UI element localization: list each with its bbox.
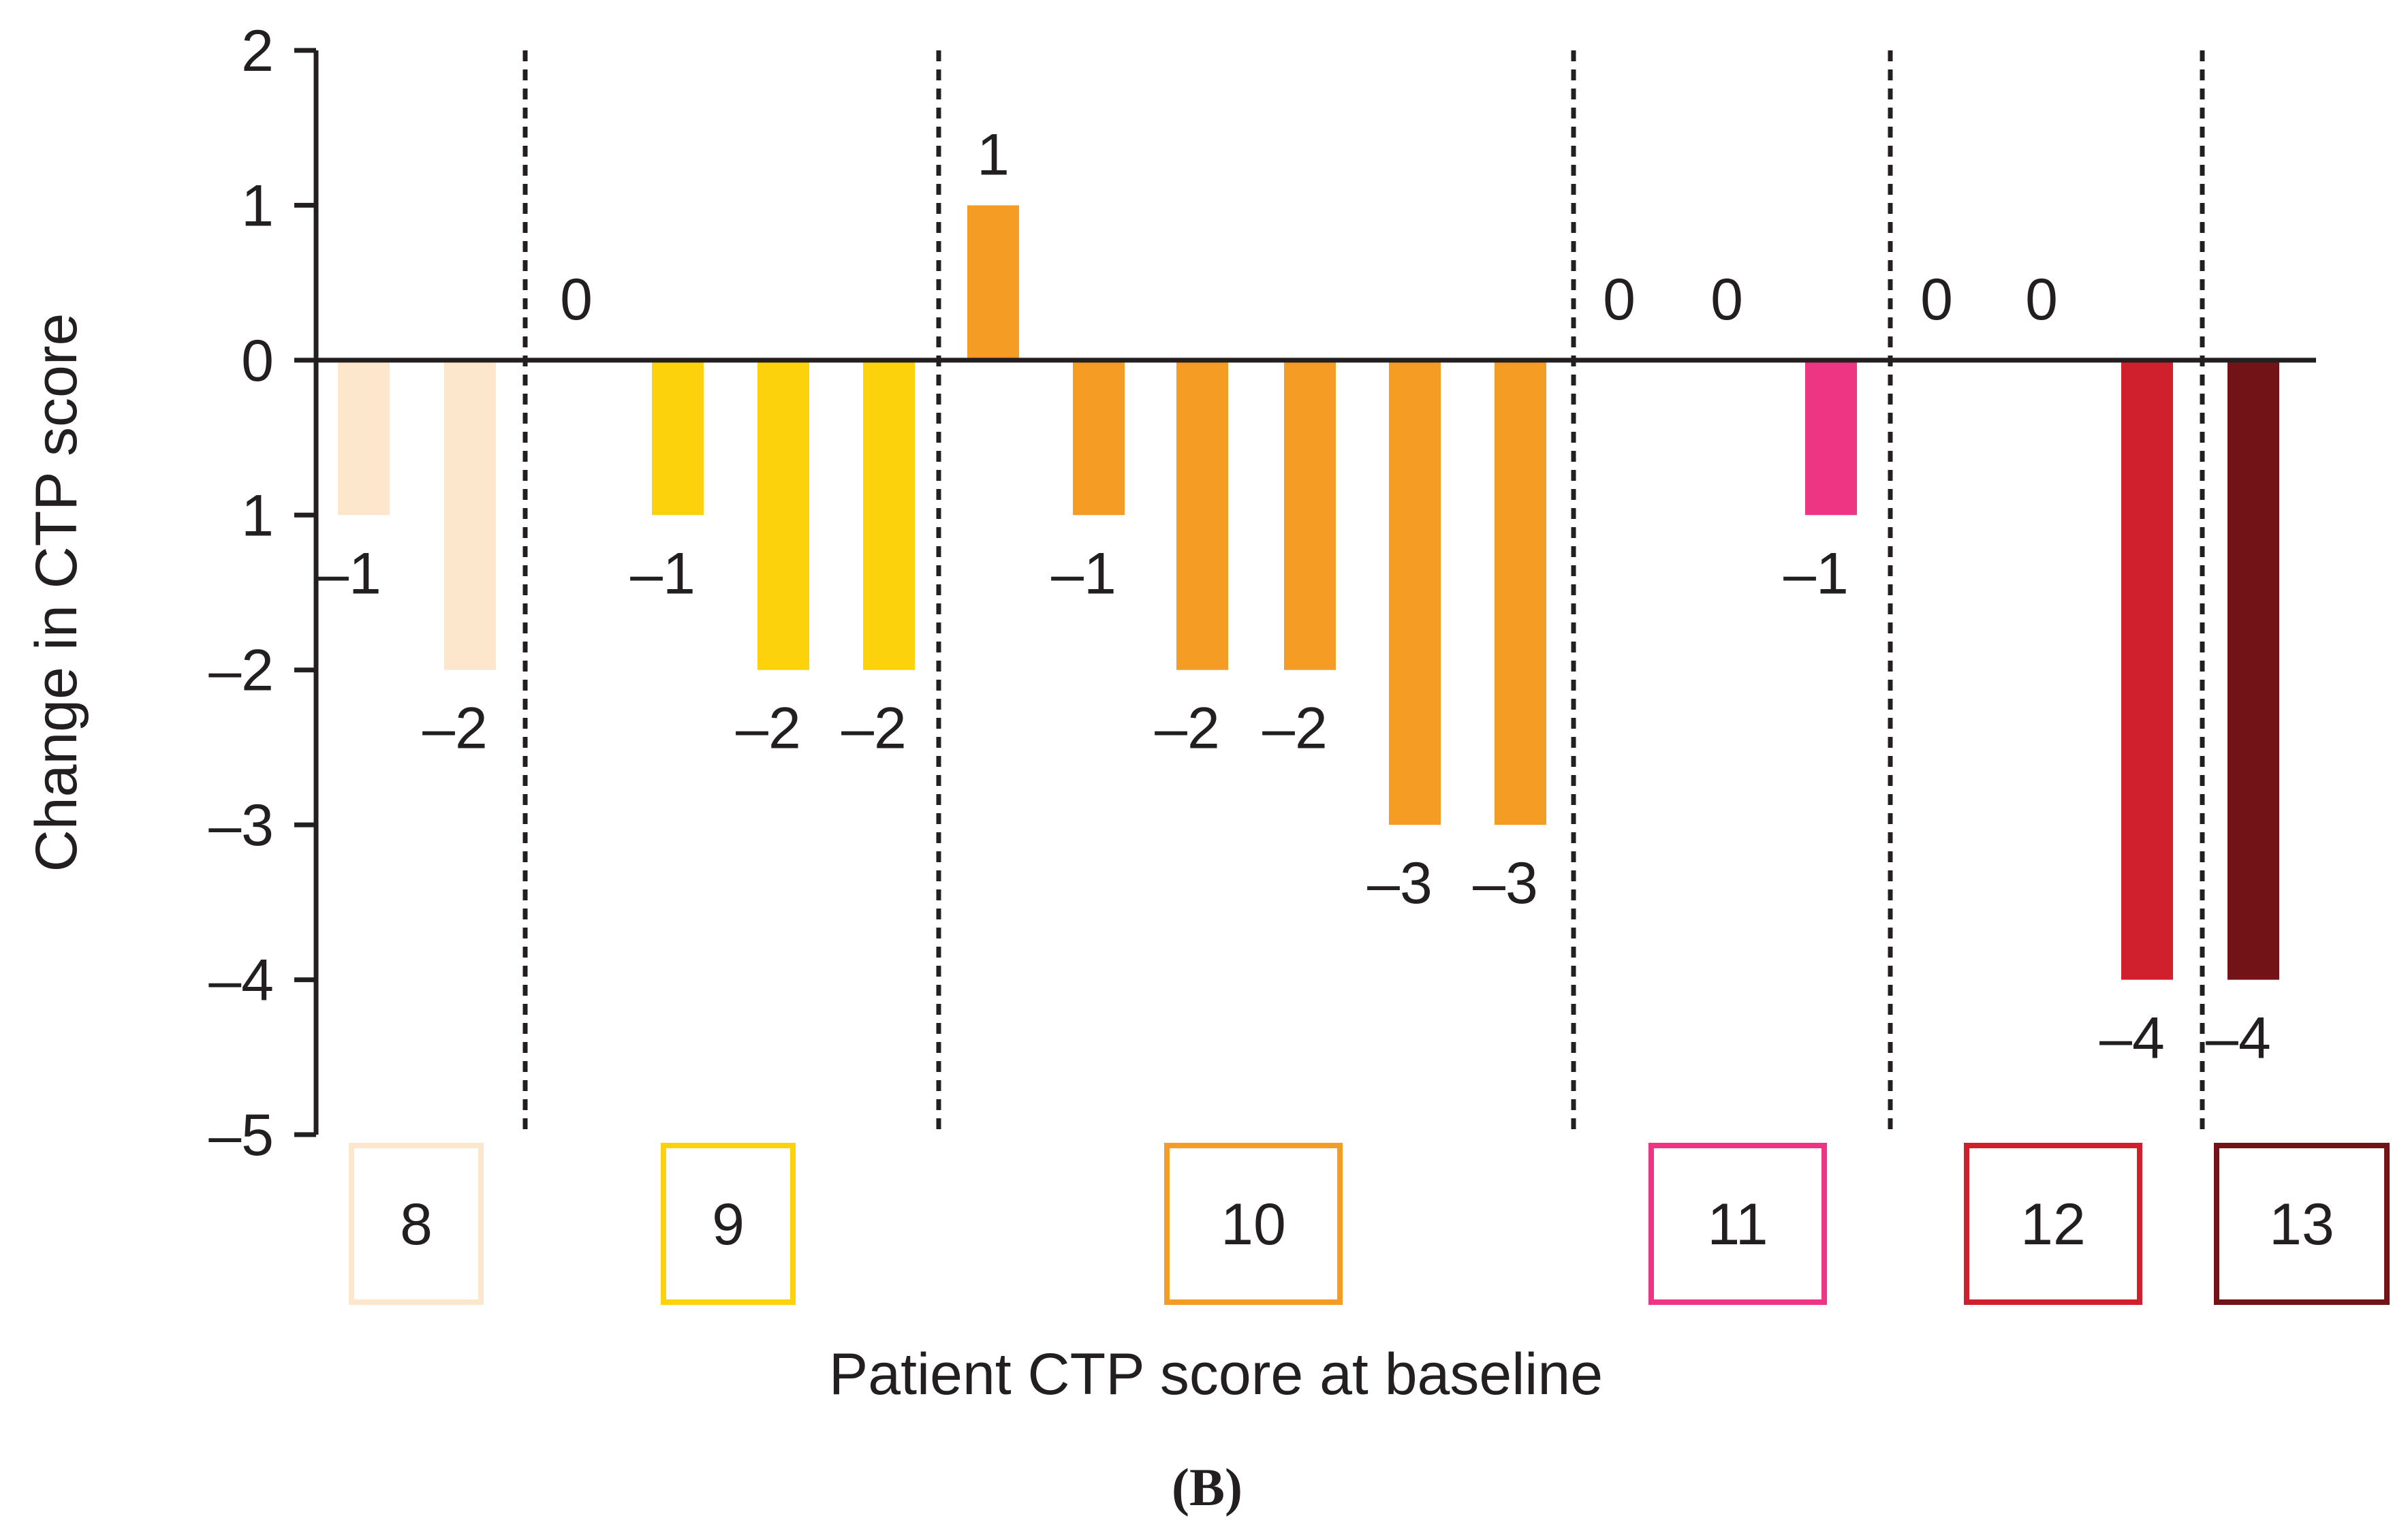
- y-tick-label: –5: [208, 1103, 274, 1168]
- bar-value-label: –2: [422, 696, 488, 761]
- bar-value-label: –1: [1051, 541, 1116, 606]
- baseline-box-label: 13: [2269, 1192, 2334, 1257]
- bar-labels: –1 –2 0 –1 –2 –2 1 –1 –2 –2 –3 –3 0 0 –1 0 0 –4 –4: [316, 122, 2271, 1071]
- y-tick-label: –4: [208, 948, 274, 1013]
- bar-value-label: –1: [630, 541, 695, 606]
- bar: [1389, 360, 1441, 825]
- bar-value-label: –3: [1473, 851, 1538, 916]
- bar-value-label: –2: [736, 696, 801, 761]
- axes: 2 1 0 1 –2 –3 –4 –5: [208, 18, 2316, 1168]
- bar-value-label: –3: [1367, 851, 1433, 916]
- bar-value-label: –4: [2206, 1006, 2271, 1071]
- y-tick-label: –2: [208, 638, 274, 704]
- bar: [757, 360, 809, 670]
- y-tick-label: 0: [241, 328, 274, 394]
- bar-value-label: 0: [560, 267, 593, 332]
- y-tick-label: 2: [241, 18, 274, 84]
- bar: [338, 360, 390, 516]
- baseline-box: [1964, 1143, 2142, 1305]
- bar-value-label: –1: [316, 541, 381, 606]
- panel-label: (B): [1172, 1457, 1242, 1517]
- baseline-box-label: 8: [400, 1192, 433, 1257]
- bar: [2227, 360, 2279, 980]
- bar: [652, 360, 704, 516]
- baseline-box: [1648, 1143, 1827, 1305]
- group-boxes: 8 9 10 11 12 13: [349, 1143, 2390, 1305]
- bar-value-label: –2: [1155, 696, 1220, 761]
- baseline-box: [349, 1143, 484, 1305]
- bar-value-label: 0: [2025, 267, 2058, 332]
- bar-value-label: –1: [1783, 541, 1849, 606]
- baseline-box: [1164, 1143, 1343, 1305]
- baseline-box: [2214, 1143, 2390, 1305]
- bar-value-label: 0: [1603, 267, 1636, 332]
- x-axis-title: Patient CTP score at baseline: [829, 1342, 1603, 1407]
- bar: [1073, 360, 1125, 516]
- group-dividers: [522, 50, 2205, 1135]
- bars: [338, 205, 2279, 980]
- bar: [444, 360, 496, 670]
- bar: [863, 360, 915, 670]
- baseline-box: [661, 1143, 796, 1305]
- bar-value-label: –2: [1262, 696, 1328, 761]
- bar: [1805, 360, 1857, 516]
- bar: [2121, 360, 2173, 980]
- bar-value-label: –4: [2099, 1006, 2165, 1071]
- baseline-box-label: 11: [1707, 1192, 1768, 1257]
- y-tick-label: 1: [241, 483, 274, 548]
- y-tick-label: –3: [208, 793, 274, 858]
- baseline-box-label: 10: [1221, 1192, 1286, 1257]
- bar: [1495, 360, 1546, 825]
- baseline-box-label: 12: [2020, 1192, 2086, 1257]
- bar-value-label: 0: [1710, 267, 1743, 332]
- bar: [1284, 360, 1336, 670]
- bar-value-label: 1: [977, 122, 1010, 187]
- bar: [1176, 360, 1228, 670]
- baseline-box-label: 9: [712, 1192, 745, 1257]
- y-tick-label: 1: [241, 173, 274, 238]
- y-axis-title: Change in CTP score: [24, 313, 89, 872]
- bar-value-label: –2: [841, 696, 907, 761]
- bar: [967, 205, 1019, 360]
- bar-value-label: 0: [1920, 267, 1953, 332]
